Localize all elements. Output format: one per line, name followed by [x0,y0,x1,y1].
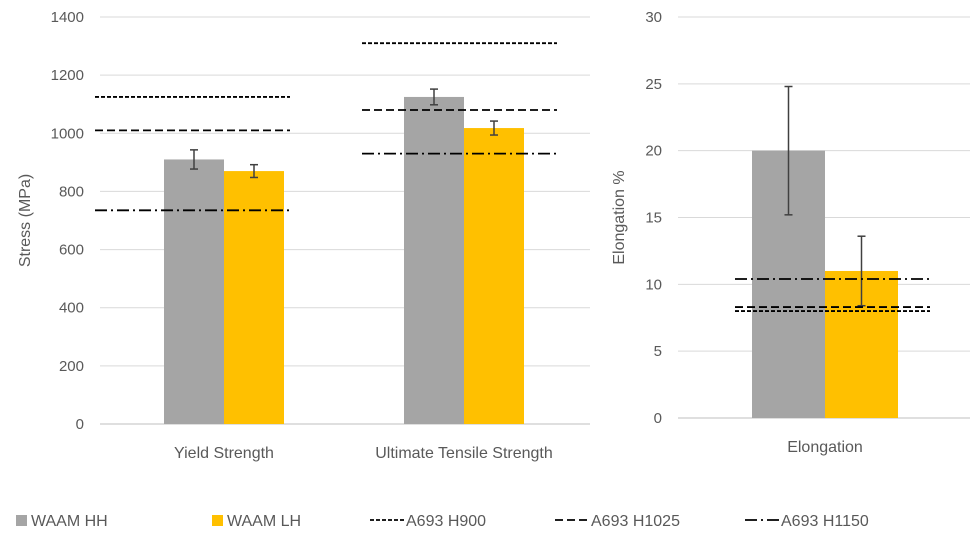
y-tick-label: 10 [645,276,662,293]
y-tick-label: 5 [654,343,662,360]
bar-waam-lh [224,171,284,424]
legend-label: A693 H900 [406,513,486,530]
y-tick-label: 0 [654,410,662,427]
legend-label: A693 H1025 [591,513,680,530]
y-tick-label: 600 [59,242,84,259]
category-label: Elongation [787,439,863,456]
y-tick-label: 1200 [51,67,84,84]
y-tick-label: 15 [645,210,662,227]
category-label: Ultimate Tensile Strength [375,445,553,462]
y-tick-label: 800 [59,183,84,200]
category-label: Yield Strength [174,445,274,462]
legend-swatch [212,515,223,526]
y-axis-title: Elongation % [611,170,628,264]
legend-label: A693 H1150 [781,513,869,530]
y-tick-label: 1400 [51,9,84,26]
y-tick-label: 30 [645,9,662,26]
legend-label: WAAM LH [227,513,301,530]
y-tick-label: 25 [645,76,662,93]
legend-label: WAAM HH [31,513,108,530]
y-tick-label: 20 [645,143,662,160]
y-tick-label: 200 [59,358,84,375]
bar-waam-lh [464,128,524,424]
y-tick-label: 400 [59,300,84,317]
bar-waam-hh [164,159,224,424]
bar-waam-hh [404,96,464,425]
y-axis-title: Stress (MPa) [17,174,34,267]
y-tick-label: 1000 [51,125,84,142]
legend-swatch [16,515,27,526]
y-tick-label: 0 [76,416,84,433]
